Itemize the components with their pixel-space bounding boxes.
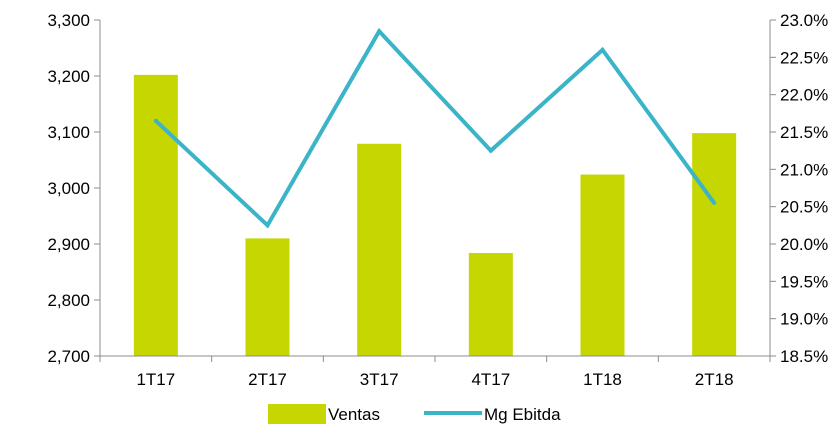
right-tick-label: 23.0% (780, 11, 828, 30)
left-axis-ticks: 2,700 2,800 2,900 3,000 3,100 3,200 3,300 (47, 11, 100, 366)
bar-ventas-1t17 (133, 74, 178, 356)
point-mg-ebitda-1t18 (600, 47, 605, 52)
bar-ventas-2t18 (692, 133, 737, 356)
legend-swatch-ventas (268, 404, 326, 424)
left-tick-label: 3,000 (47, 179, 90, 198)
x-tick-label: 3T17 (360, 370, 399, 389)
right-axis-ticks: 18.5% 19.0% 19.5% 20.0% 20.5% 21.0% 21.5% 22.0%… (770, 11, 828, 366)
legend-label-ventas: Ventas (328, 405, 380, 424)
x-axis-ticks: 1T17 2T17 3T17 4T17 1T18 2T18 (99, 356, 771, 389)
left-tick-label: 2,900 (47, 235, 90, 254)
right-tick-label: 20.5% (780, 198, 828, 217)
axes-layer (99, 20, 771, 357)
point-mg-ebitda-3t17 (377, 29, 382, 34)
line-layer (153, 27, 717, 229)
bar-ventas-2t17 (245, 238, 290, 356)
bar-ventas-4t17 (468, 252, 513, 356)
x-tick-label: 1T17 (136, 370, 175, 389)
right-tick-label: 21.5% (780, 123, 828, 142)
x-tick-label: 2T18 (695, 370, 734, 389)
right-tick-label: 20.0% (780, 235, 828, 254)
bar-ventas-3t17 (357, 143, 402, 356)
right-tick-label: 22.5% (780, 48, 828, 67)
line-mg-ebitda (154, 27, 716, 229)
point-mg-ebitda-4t17 (488, 148, 493, 153)
x-tick-label: 1T18 (583, 370, 622, 389)
right-tick-label: 19.5% (780, 272, 828, 291)
point-mg-ebitda-2t18 (712, 200, 717, 205)
right-tick-label: 22.0% (780, 86, 828, 105)
right-tick-label: 19.0% (780, 310, 828, 329)
left-tick-label: 3,300 (47, 11, 90, 30)
x-tick-label: 4T17 (471, 370, 510, 389)
left-tick-label: 3,200 (47, 67, 90, 86)
point-mg-ebitda-1t17 (153, 118, 158, 123)
legend: Ventas Mg Ebitda (268, 404, 561, 424)
left-tick-label: 3,100 (47, 123, 90, 142)
x-tick-label: 2T17 (248, 370, 287, 389)
right-tick-label: 21.0% (780, 160, 828, 179)
right-tick-label: 18.5% (780, 347, 828, 366)
point-mg-ebitda-2t17 (265, 223, 270, 228)
left-tick-label: 2,800 (47, 291, 90, 310)
legend-label-mg-ebitda: Mg Ebitda (484, 405, 561, 424)
bar-ventas-1t18 (580, 174, 625, 356)
bars-layer (133, 74, 737, 356)
left-tick-label: 2,700 (47, 347, 90, 366)
